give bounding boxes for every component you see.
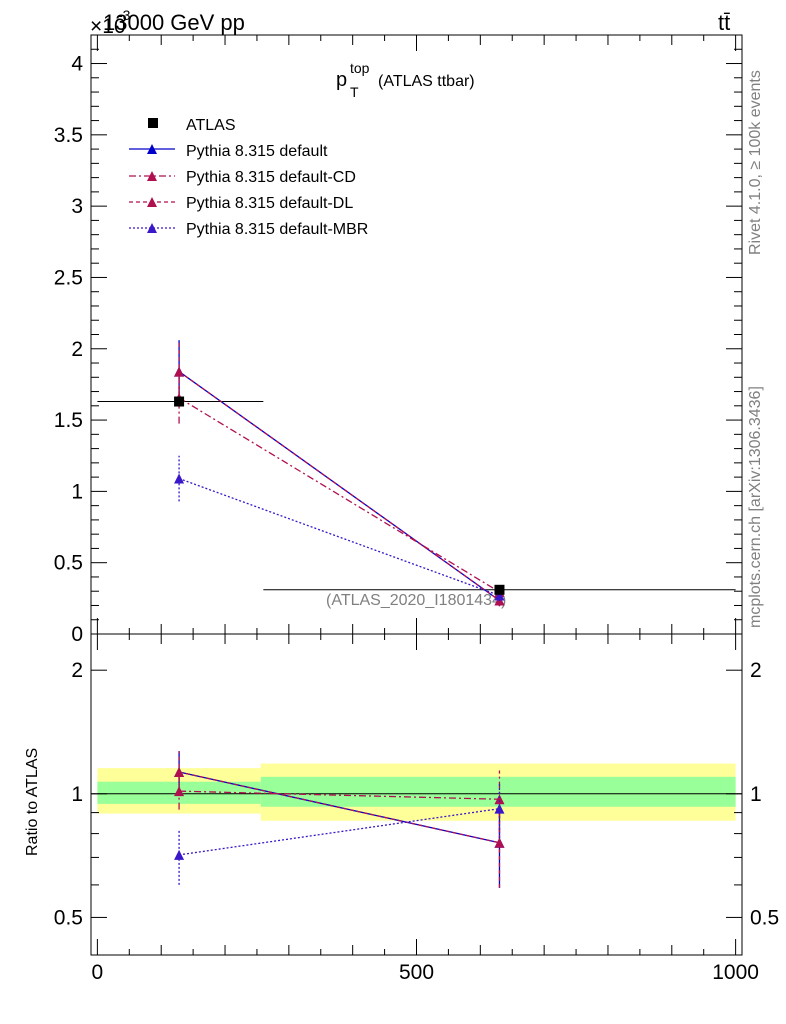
plot-title-rest: (ATLAS ttbar)	[378, 73, 475, 90]
main-ytick-label: 2	[71, 338, 83, 361]
legend: ATLAS Pythia 8.315 default Pythia 8.315 …	[129, 117, 368, 238]
ratio-ytick-label-right: 2	[750, 659, 762, 682]
legend-label-default: Pythia 8.315 default	[186, 143, 328, 160]
legend-marker-default	[147, 144, 157, 154]
main-ytick-label: 0.5	[54, 552, 83, 575]
legend-label-atlas: ATLAS	[186, 117, 236, 134]
plot-title-sup: top	[350, 60, 370, 76]
main-ytick-label: 2.5	[54, 266, 83, 289]
ratio-pythia-8-315-default-dl-point	[174, 767, 185, 778]
ratio-ytick-label-left: 2	[71, 659, 83, 682]
multiplier-exponent: -3	[118, 7, 131, 23]
main-ytick-label: 3.5	[54, 124, 83, 147]
main-pythia-8-315-default-mbr-line	[178, 477, 500, 597]
plot-title-sub: T	[350, 84, 359, 100]
main-pythia-8-315-default-cd-line	[178, 397, 500, 593]
main-plot: p top T (ATLAS ttbar) (ATLAS_2020_I18014…	[54, 34, 743, 646]
main-ytick-label: 1	[71, 480, 83, 503]
ratio-pythia-8-315-default-dl-line	[178, 771, 500, 844]
legend-label-default-dl: Pythia 8.315 default-DL	[186, 195, 353, 212]
atlas-data-point	[174, 396, 185, 407]
main-pythia-8-315-default-mbr-point	[174, 473, 185, 484]
legend-marker-default-mbr	[147, 223, 157, 233]
ratio-xtick-label: 500	[399, 961, 434, 984]
main-ytick-label: 1.5	[54, 409, 83, 432]
ratio-pythia-8-315-default-mbr-point	[174, 849, 185, 860]
beam-label: 13000 GeV pp	[103, 10, 245, 35]
legend-label-default-mbr: Pythia 8.315 default-MBR	[186, 221, 368, 238]
legend-marker-atlas	[148, 118, 158, 128]
plot-title-main: p	[336, 69, 347, 91]
ratio-pythia-8-315-default-dl-point	[494, 837, 505, 848]
legend-label-default-cd: Pythia 8.315 default-CD	[186, 169, 356, 186]
main-ytick-label: 4	[71, 53, 83, 76]
main-ytick-label: 0	[71, 623, 83, 646]
ratio-xtick-label: 1000	[712, 961, 759, 984]
ratio-ytick-label-left: 0.5	[54, 906, 83, 929]
ratio-pythia-8-315-default-cd-point	[494, 794, 505, 805]
atlas-data-point	[494, 584, 505, 595]
ratio-xtick-label: 0	[92, 961, 104, 984]
ratio-ytick-label-right: 1	[750, 783, 762, 806]
legend-marker-default-cd	[147, 171, 157, 181]
rivet-label: Rivet 4.1.0, ≥ 100k events	[747, 70, 764, 255]
watermark: (ATLAS_2020_I1801434)	[326, 592, 506, 609]
ratio-ytick-label-right: 0.5	[750, 906, 779, 929]
ratio-ylabel: Ratio to ATLAS	[24, 748, 41, 856]
main-pythia-8-315-default-dl-point	[174, 366, 185, 377]
mcplots-label: mcplots.cern.ch [arXiv:1306.3436]	[747, 386, 764, 628]
main-ytick-label: 3	[71, 195, 83, 218]
legend-marker-default-dl	[147, 197, 157, 207]
ratio-pythia-8-315-default-mbr-line	[178, 808, 500, 856]
ratio-plot: Ratio to ATLAS 0.5 0.5 1 1 2 2 0 500 1000	[24, 633, 779, 984]
ratio-ytick-label-left: 1	[71, 783, 83, 806]
process-label: tt̄	[718, 10, 730, 35]
main-pythia-8-315-default-mbr-point	[494, 590, 505, 601]
ratio-pythia-8-315-default-cd-line	[179, 790, 500, 800]
ratio-pythia-8-315-default-mbr-point	[494, 803, 505, 814]
ratio-pythia-8-315-default-cd-point	[174, 786, 185, 797]
main-pythia-8-315-default-dl-line	[178, 371, 500, 602]
multiplier-label: ×10	[90, 15, 126, 38]
